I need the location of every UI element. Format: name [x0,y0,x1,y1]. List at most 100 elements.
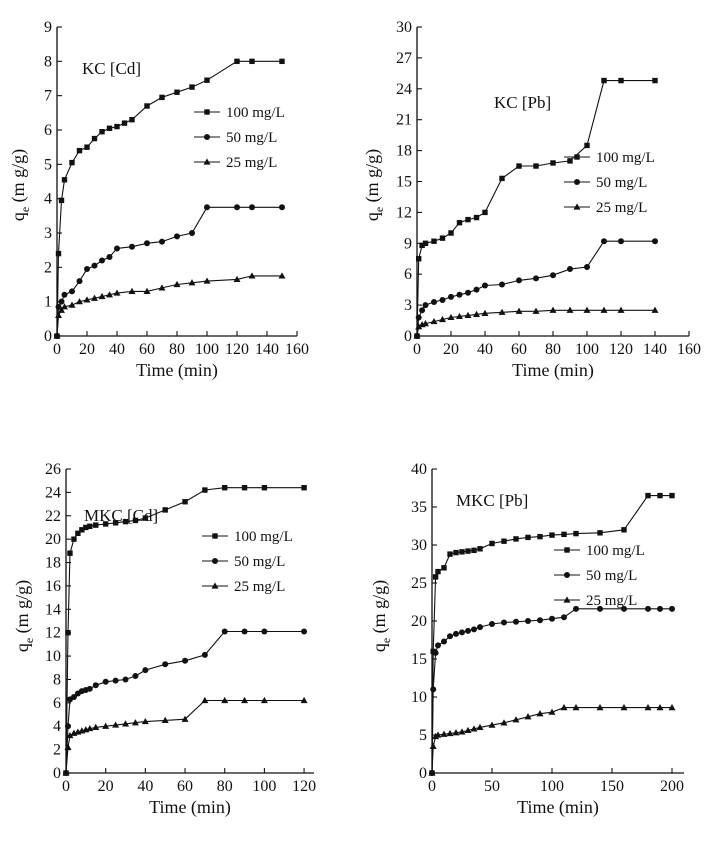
marker-circle-18 [249,204,255,211]
marker-square-8 [99,129,105,135]
x-tick-label: 160 [285,341,309,358]
marker-triangle-22 [656,704,664,711]
marker-square-2 [432,574,439,580]
marker-square-4 [441,565,447,571]
marker-triangle-1 [429,742,437,749]
series-triangle [413,306,659,339]
y-tick-label: 2 [53,742,61,759]
marker-square-11 [122,518,129,525]
marker-triangle-legend-2 [573,203,581,210]
marker-circle-12 [144,240,150,247]
y-tick-label: 22 [45,508,61,525]
marker-circle-11 [122,676,129,683]
x-tick-label: 80 [217,778,233,795]
marker-triangle-4 [430,317,438,325]
marker-circle-15 [189,230,195,236]
marker-triangle-1 [64,743,72,750]
marker-triangle-12 [143,287,151,294]
marker-circle-8 [92,682,99,689]
marker-circle-12 [132,672,139,679]
x-tick-label: 100 [252,778,276,795]
marker-circle-16 [584,263,590,270]
marker-square-6 [453,549,459,556]
y-tick-label: 10 [411,689,427,706]
marker-triangle-7 [458,728,466,735]
y-tick-label: 21 [396,112,412,129]
y-tick-label: 3 [44,225,52,242]
marker-triangle-4 [440,730,448,737]
y-tick-label: 6 [44,122,52,139]
marker-square-3 [422,240,429,246]
y-axis-label-subscript: e [379,638,393,643]
chart-panel-bottom-right: 0 5 10 15 20 25 30 35 40 0 50 100 150 200 Time (min) qe… [369,461,684,818]
marker-square-19 [249,58,255,65]
marker-square-5 [439,235,446,241]
marker-triangle-3 [422,320,429,327]
marker-circle-2 [432,649,439,656]
marker-circle-8 [465,289,471,296]
y-tick-label: 6 [404,266,412,283]
marker-circle-16 [204,204,210,211]
marker-circle-17 [234,204,240,211]
marker-square-11 [499,175,505,182]
marker-circle-19 [261,628,268,635]
marker-triangle-20 [620,704,628,711]
marker-circle-1 [55,303,62,310]
marker-circle-2 [419,307,426,314]
series-line [65,699,305,774]
marker-triangle-16 [548,708,556,715]
marker-triangle-13 [532,307,540,314]
x-tick-label: 60 [177,778,193,795]
y-tick-label: 18 [396,143,412,160]
marker-triangle-0 [53,332,61,339]
marker-circle-9 [106,254,113,261]
x-tick-label: 20 [79,341,95,358]
marker-square-6 [83,524,89,531]
y-tick-label: 20 [411,613,427,630]
y-tick-label: 0 [44,328,52,345]
marker-triangle-17 [600,306,608,313]
marker-square-19 [652,77,658,84]
marker-triangle-21 [644,704,652,711]
marker-triangle-6 [83,296,91,303]
y-tick-label: 15 [396,174,412,191]
legend: 100 mg/L 50 mg/L 25 mg/L [554,543,645,609]
marker-circle-8 [99,257,105,264]
marker-circle-11 [499,281,505,288]
marker-square-17 [561,531,567,538]
marker-square-legend-0 [204,109,210,115]
y-tick-label: 27 [396,50,412,67]
marker-square-2 [419,242,425,249]
marker-triangle-1 [415,323,423,330]
x-axis-label: Time (min) [517,797,599,818]
x-axis-label: Time (min) [136,360,218,381]
marker-triangle-14 [549,306,557,313]
legend-label: 25 mg/L [586,593,637,609]
marker-triangle-12 [500,719,508,726]
marker-circle-2 [58,298,65,305]
marker-square-16 [584,142,590,149]
series-triangle [62,696,308,776]
marker-circle-7 [86,685,93,692]
marker-circle-10 [477,624,483,631]
y-axis-label-subscript: e [18,207,32,212]
legend-label: 100 mg/L [586,543,645,559]
marker-triangle-19 [596,704,604,711]
series-line [416,309,655,337]
marker-triangle-12 [131,719,139,726]
marker-square-legend-0 [212,533,218,539]
x-tick-label: 120 [225,341,249,358]
marker-triangle-16 [203,277,211,284]
marker-circle-20 [621,605,627,612]
marker-triangle-16 [201,696,209,704]
marker-triangle-17 [233,275,241,282]
marker-circle-4 [431,299,437,306]
marker-triangle-6 [452,729,460,736]
marker-square-18 [241,485,248,491]
y-tick-label: 24 [45,484,61,501]
marker-circle-17 [561,614,567,621]
marker-square-14 [550,160,556,166]
series-line [56,275,282,337]
marker-square-16 [189,84,195,90]
